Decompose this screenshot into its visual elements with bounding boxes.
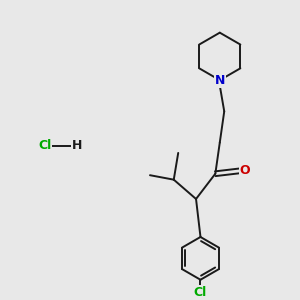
Text: O: O [240,164,250,177]
Text: Cl: Cl [38,139,51,152]
Text: H: H [72,139,83,152]
Text: N: N [214,74,225,87]
Text: Cl: Cl [194,286,207,299]
